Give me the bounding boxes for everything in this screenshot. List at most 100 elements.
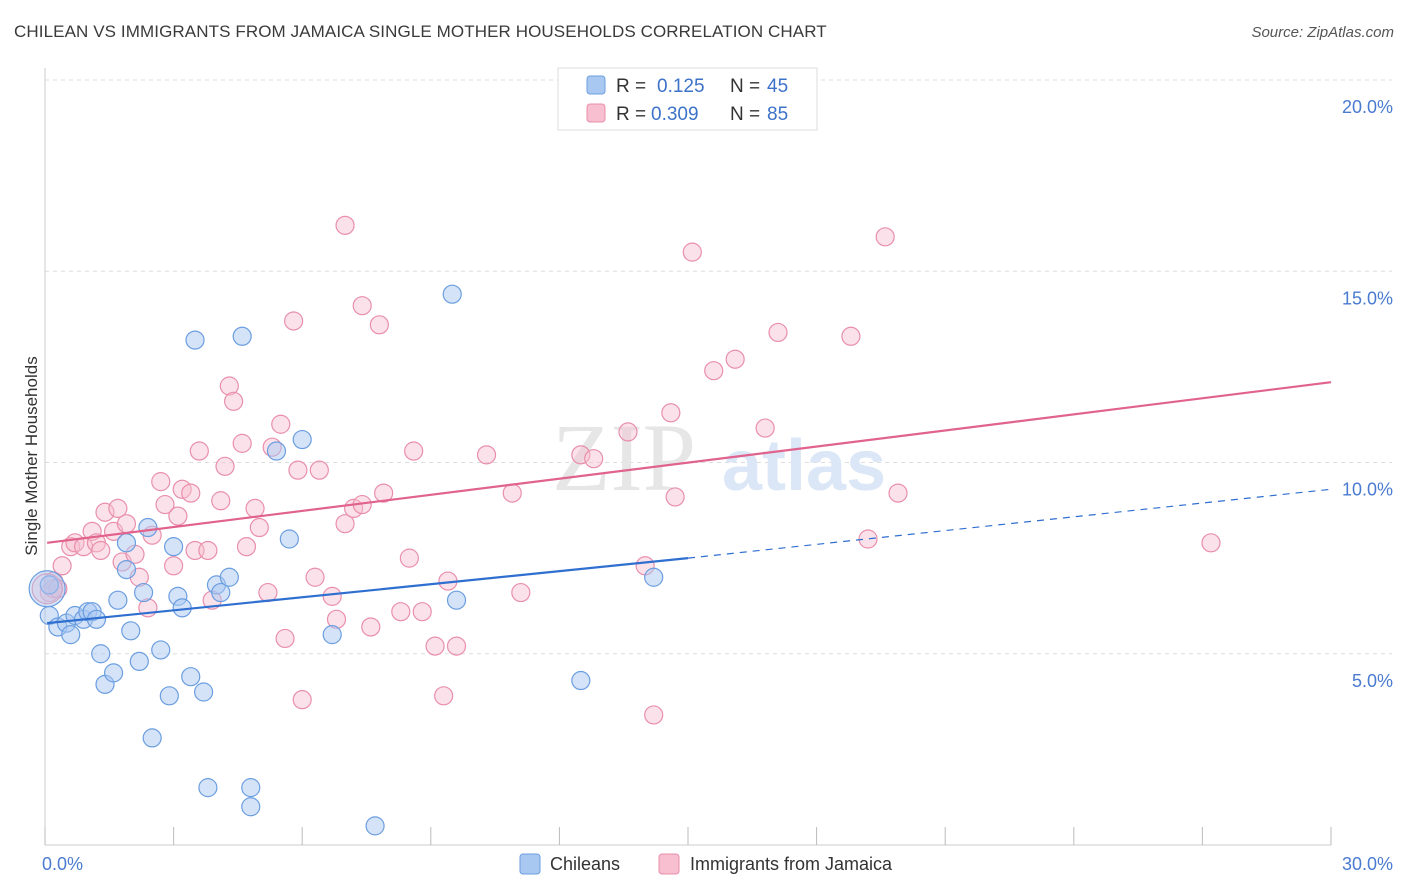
jamaica-point: [288, 460, 308, 480]
chileans-point: [103, 663, 124, 683]
jamaica-point: [768, 322, 788, 343]
jamaica-point: [434, 686, 454, 706]
legend-r-value-jamaica: 0.309: [651, 104, 699, 125]
jamaica-point: [271, 414, 291, 434]
jamaica-point: [361, 617, 381, 637]
jamaica-point: [245, 498, 265, 518]
jamaica-point: [404, 441, 424, 461]
jamaica-point: [335, 514, 355, 534]
jamaica-point: [584, 449, 604, 469]
jamaica-point: [369, 315, 389, 335]
jamaica-point: [665, 487, 685, 507]
chileans-point: [121, 621, 141, 641]
chileans-point: [164, 537, 184, 557]
jamaica-point: [215, 456, 235, 476]
chileans-point: [116, 559, 137, 580]
jamaica-point: [224, 391, 244, 411]
chileans-point: [185, 330, 205, 350]
chileans-point: [322, 625, 342, 645]
jamaica-point: [258, 582, 278, 603]
chileans-point: [232, 326, 252, 346]
chileans-point: [446, 590, 467, 610]
jamaica-point: [618, 422, 638, 442]
chileans-point: [108, 590, 128, 610]
jamaica-point: [275, 628, 295, 649]
jamaica-point: [181, 483, 201, 503]
axes-layer: 5.0% 10.0% 15.0% 20.0% 0.0% 30.0%: [42, 68, 1393, 874]
jamaica-point: [476, 445, 497, 465]
jamaica-point: [352, 296, 372, 316]
legend-swatch-chileans: [586, 75, 606, 95]
jamaica-point: [249, 517, 269, 538]
chileans-point: [571, 670, 591, 691]
chileans-point: [198, 778, 218, 798]
top-legend: R = 0.125 N = 45 R = 0.309 N = 85: [557, 67, 818, 131]
chileans-point: [133, 582, 154, 603]
jamaica-point: [95, 502, 115, 522]
jamaica-point: [52, 556, 72, 576]
legend-n-label-chileans: N =: [730, 76, 760, 97]
chileans-point: [61, 625, 81, 645]
chileans-point: [644, 567, 664, 587]
jamaica-point: [1201, 533, 1221, 553]
chileans-point: [129, 651, 149, 672]
y-axis-label: Single Mother Households: [22, 356, 41, 555]
jamaica-point: [164, 556, 184, 576]
chileans-point: [241, 797, 261, 817]
chileans-point: [181, 667, 201, 687]
legend-n-label-jamaica: N =: [730, 104, 760, 125]
jamaica-point: [232, 433, 252, 453]
jamaica-point: [168, 506, 188, 526]
jamaica-point: [755, 418, 775, 438]
grid-layer: [45, 79, 1392, 655]
jamaica-point: [412, 602, 432, 622]
jamaica-point: [292, 690, 312, 710]
y-tick-label-15: 15.0%: [1342, 288, 1393, 308]
chileans-point: [241, 778, 261, 798]
jamaica-point: [644, 705, 664, 725]
chileans-points: [28, 284, 664, 836]
y-tick-label-5: 5.0%: [1352, 671, 1393, 691]
chileans-point: [142, 728, 162, 748]
legend-swatch-jamaica: [586, 103, 606, 123]
watermark: ZIP atlas: [552, 404, 886, 511]
jamaica-point: [446, 636, 467, 656]
x-tick-label-min: 0.0%: [42, 854, 83, 874]
jamaica-point: [322, 586, 342, 606]
jamaica-point: [155, 494, 175, 515]
chileans-point: [151, 640, 171, 660]
source-label: Source: ZipAtlas.com: [1251, 24, 1394, 41]
jamaica-point: [571, 445, 591, 465]
jamaica-point: [335, 215, 355, 235]
jamaica-point: [841, 326, 861, 346]
chileans-point: [116, 533, 137, 553]
jamaica-point: [391, 602, 411, 622]
jamaica-point: [284, 311, 304, 331]
y-tick-label-20: 20.0%: [1342, 97, 1393, 117]
bottom-legend-swatch-jamaica: [658, 853, 680, 875]
jamaica-point: [875, 227, 895, 247]
jamaica-point: [888, 483, 908, 503]
chileans-point: [442, 284, 462, 304]
jamaica-point: [219, 376, 239, 396]
legend-r-value-chileans: 0.125: [657, 76, 705, 97]
chileans-trend-line: [47, 557, 689, 625]
jamaica-point: [661, 403, 681, 423]
legend-r-label-jamaica: R =: [616, 104, 646, 125]
jamaica-point: [91, 540, 111, 561]
chart-title: CHILEAN VS IMMIGRANTS FROM JAMAICA SINGL…: [14, 22, 827, 41]
chileans-point: [219, 567, 239, 587]
chileans-big-point: [28, 570, 66, 608]
jamaica-points: [31, 215, 1221, 725]
jamaica-point: [682, 242, 702, 262]
jamaica-point: [116, 514, 137, 534]
chileans-point: [39, 575, 59, 595]
jamaica-point: [374, 483, 394, 503]
jamaica-point: [704, 361, 724, 381]
jamaica-point: [198, 540, 218, 561]
chileans-point: [159, 686, 179, 706]
chileans-point: [292, 429, 312, 450]
y-tick-label-10: 10.0%: [1342, 480, 1393, 500]
chileans-point: [194, 682, 214, 702]
